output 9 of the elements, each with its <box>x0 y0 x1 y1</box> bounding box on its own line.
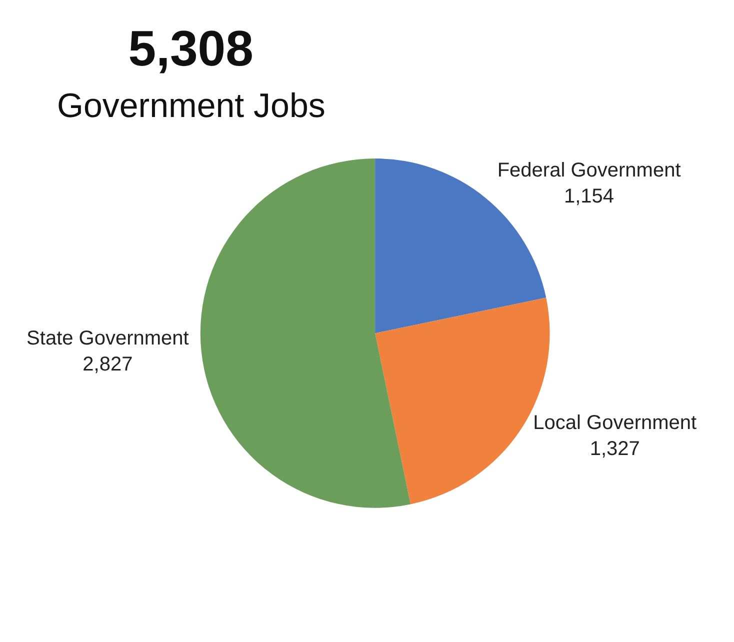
slice-label: Local Government <box>533 412 697 434</box>
data-label: 1,327 <box>590 438 640 460</box>
pie-slice <box>200 158 411 508</box>
data-label: 1,154 <box>564 185 614 208</box>
slice-label: State Government <box>26 327 190 350</box>
chart-title: 5,308 <box>128 20 254 77</box>
slice-label: Federal Government <box>497 159 682 182</box>
data-label: 2,827 <box>82 353 133 376</box>
chart-subtitle: Government Jobs <box>57 87 326 125</box>
